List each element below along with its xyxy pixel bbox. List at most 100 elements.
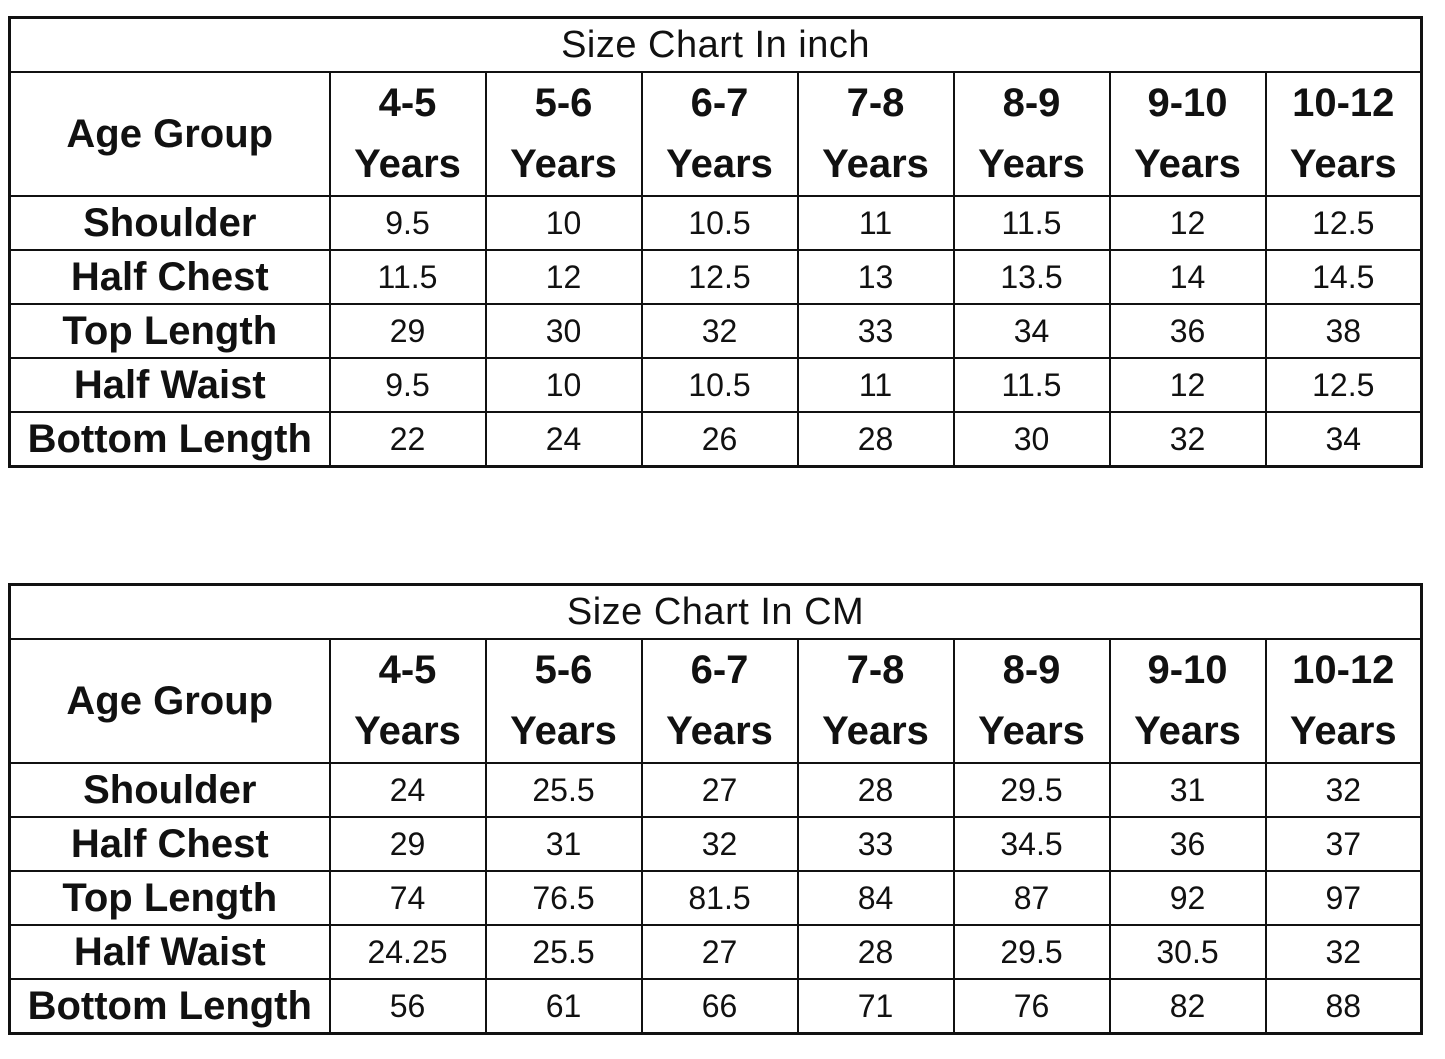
age-unit: Years <box>822 709 929 753</box>
measurement-value: 29.5 <box>952 924 1111 980</box>
table-title-row: Size Chart In inch <box>8 16 1423 73</box>
measurement-value: 61 <box>484 978 643 1035</box>
measurement-value: 14.5 <box>1264 249 1423 305</box>
measurement-value: 10 <box>484 357 643 413</box>
measurement-label: Shoulder <box>8 195 331 251</box>
measurement-value: 76.5 <box>484 870 643 926</box>
measurement-value: 76 <box>952 978 1111 1035</box>
measurement-value: 32 <box>1264 924 1423 980</box>
measurement-label: Bottom Length <box>8 411 331 468</box>
measurement-value: 9.5 <box>328 195 487 251</box>
age-unit: Years <box>354 142 461 186</box>
measurement-value: 11.5 <box>952 195 1111 251</box>
measurement-value: 11.5 <box>328 249 487 305</box>
age-range: 9-10 <box>1147 648 1228 692</box>
measurement-value: 82 <box>1108 978 1267 1035</box>
age-column-header: 10-12 Years <box>1264 638 1423 764</box>
measurement-value: 24.25 <box>328 924 487 980</box>
measurement-value: 92 <box>1108 870 1267 926</box>
measurement-value: 32 <box>640 816 799 872</box>
measurement-value: 28 <box>796 411 955 468</box>
age-column-header: 5-6 Years <box>484 638 643 764</box>
table-row: Half Chest 29 31 32 33 34.5 36 37 <box>8 816 1423 872</box>
age-column-header: 9-10 Years <box>1108 71 1267 197</box>
measurement-label: Shoulder <box>8 762 331 818</box>
age-range: 8-9 <box>1002 648 1061 692</box>
age-group-header-row: Age Group 4-5 Years 5-6 Years 6-7 Years 7-8 Year… <box>8 71 1423 197</box>
measurement-value: 30 <box>952 411 1111 468</box>
age-column-header: 8-9 Years <box>952 638 1111 764</box>
age-range: 9-10 <box>1147 81 1228 125</box>
measurement-label: Bottom Length <box>8 978 331 1035</box>
measurement-value: 10.5 <box>640 195 799 251</box>
age-unit: Years <box>822 142 929 186</box>
measurement-value: 33 <box>796 816 955 872</box>
measurement-value: 81.5 <box>640 870 799 926</box>
age-column-header: 10-12 Years <box>1264 71 1423 197</box>
measurement-value: 33 <box>796 303 955 359</box>
measurement-label: Top Length <box>8 303 331 359</box>
age-unit: Years <box>510 709 617 753</box>
measurement-value: 71 <box>796 978 955 1035</box>
measurement-label: Half Waist <box>8 924 331 980</box>
measurement-value: 11 <box>796 357 955 413</box>
size-chart-inch-table: Size Chart In inch Age Group 4-5 Years 5-6 Ye… <box>8 16 1424 468</box>
measurement-value: 12 <box>484 249 643 305</box>
size-chart-inch-body: Size Chart In inch Age Group 4-5 Years 5-6 Ye… <box>8 16 1423 468</box>
age-range: 6-7 <box>690 81 749 125</box>
measurement-value: 27 <box>640 924 799 980</box>
measurement-value: 24 <box>484 411 643 468</box>
age-unit: Years <box>354 709 461 753</box>
measurement-value: 28 <box>796 924 955 980</box>
table-row: Top Length 29 30 32 33 34 36 38 <box>8 303 1423 359</box>
age-column-header: 4-5 Years <box>328 638 487 764</box>
measurement-value: 14 <box>1108 249 1267 305</box>
measurement-label: Top Length <box>8 870 331 926</box>
measurement-value: 22 <box>328 411 487 468</box>
measurement-label: Half Chest <box>8 816 331 872</box>
size-chart-cm-body: Size Chart In CM Age Group 4-5 Years 5-6 Year… <box>8 583 1423 1035</box>
age-range: 7-8 <box>846 81 905 125</box>
measurement-value: 36 <box>1108 303 1267 359</box>
measurement-value: 37 <box>1264 816 1423 872</box>
measurement-value: 74 <box>328 870 487 926</box>
measurement-value: 30 <box>484 303 643 359</box>
measurement-value: 32 <box>640 303 799 359</box>
measurement-value: 25.5 <box>484 924 643 980</box>
measurement-value: 11 <box>796 195 955 251</box>
measurement-value: 29 <box>328 816 487 872</box>
age-range: 7-8 <box>846 648 905 692</box>
measurement-value: 36 <box>1108 816 1267 872</box>
age-group-label: Age Group <box>8 71 331 197</box>
measurement-value: 9.5 <box>328 357 487 413</box>
measurement-value: 10 <box>484 195 643 251</box>
measurement-value: 87 <box>952 870 1111 926</box>
table-row: Top Length 74 76.5 81.5 84 87 92 97 <box>8 870 1423 926</box>
measurement-value: 24 <box>328 762 487 818</box>
age-range: 4-5 <box>378 648 437 692</box>
measurement-value: 10.5 <box>640 357 799 413</box>
age-unit: Years <box>1134 142 1241 186</box>
table-row: Shoulder 9.5 10 10.5 11 11.5 12 12.5 <box>8 195 1423 251</box>
table-row: Half Waist 9.5 10 10.5 11 11.5 12 12.5 <box>8 357 1423 413</box>
measurement-value: 88 <box>1264 978 1423 1035</box>
measurement-value: 34 <box>952 303 1111 359</box>
measurement-value: 66 <box>640 978 799 1035</box>
age-column-header: 9-10 Years <box>1108 638 1267 764</box>
age-column-header: 6-7 Years <box>640 638 799 764</box>
table-title: Size Chart In CM <box>8 583 1423 640</box>
age-range: 5-6 <box>534 81 593 125</box>
age-column-header: 6-7 Years <box>640 71 799 197</box>
measurement-value: 11.5 <box>952 357 1111 413</box>
table-row: Bottom Length 56 61 66 71 76 82 88 <box>8 978 1423 1035</box>
measurement-value: 30.5 <box>1108 924 1267 980</box>
age-unit: Years <box>1289 142 1397 186</box>
table-title: Size Chart In inch <box>8 16 1423 73</box>
measurement-value: 12.5 <box>640 249 799 305</box>
age-range: 10-12 <box>1292 81 1395 125</box>
measurement-value: 12.5 <box>1264 195 1423 251</box>
table-row: Half Waist 24.25 25.5 27 28 29.5 30.5 32 <box>8 924 1423 980</box>
measurement-value: 27 <box>640 762 799 818</box>
age-unit: Years <box>1289 709 1397 753</box>
age-range: 8-9 <box>1002 81 1061 125</box>
